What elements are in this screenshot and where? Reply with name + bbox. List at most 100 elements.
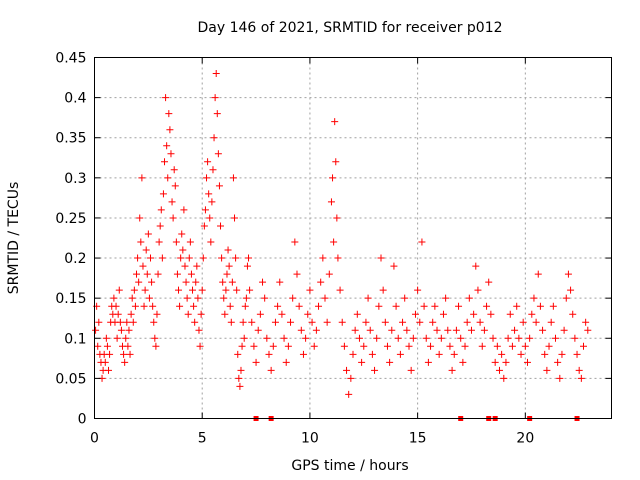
data-point [243, 262, 251, 270]
data-point [502, 358, 510, 366]
data-point [184, 310, 192, 318]
data-point [414, 286, 422, 294]
data-point [141, 286, 149, 294]
x-tick-label: 10 [301, 431, 319, 447]
plot-frame [94, 57, 612, 419]
data-point [170, 166, 178, 174]
data-point [511, 326, 519, 334]
data-point [323, 318, 331, 326]
data-point [291, 238, 299, 246]
data-point [178, 230, 186, 238]
data-point [474, 286, 482, 294]
y-tick-label: 0.15 [55, 291, 86, 307]
data-point [521, 342, 529, 350]
data-point [204, 158, 212, 166]
data-point [220, 294, 228, 302]
data-point [214, 150, 222, 158]
data-point [310, 342, 318, 350]
data-point [171, 182, 179, 190]
data-point [332, 158, 340, 166]
data-point [280, 334, 288, 342]
data-point [236, 382, 244, 390]
data-point [210, 134, 218, 142]
data-point [206, 214, 214, 222]
data-point [564, 270, 572, 278]
data-point [115, 286, 123, 294]
data-point [265, 350, 273, 358]
data-point [308, 318, 316, 326]
data-point [312, 326, 320, 334]
data-point [282, 358, 290, 366]
data-point [207, 238, 215, 246]
data-point [409, 334, 417, 342]
data-point [388, 326, 396, 334]
data-point [233, 286, 241, 294]
data-point [151, 334, 159, 342]
data-point [429, 318, 437, 326]
data-point [121, 358, 129, 366]
data-point [128, 294, 136, 302]
data-point [269, 342, 277, 350]
data-point [558, 350, 566, 358]
data-point [248, 318, 256, 326]
data-point [340, 342, 348, 350]
data-point [222, 286, 230, 294]
data-point [168, 198, 176, 206]
data-point [175, 286, 183, 294]
data-point [154, 270, 162, 278]
data-point [124, 342, 132, 350]
data-point [433, 326, 441, 334]
data-point [452, 326, 460, 334]
data-point [364, 294, 372, 302]
data-point [181, 262, 189, 270]
data-point [306, 286, 314, 294]
data-point [390, 262, 398, 270]
data-point [263, 334, 271, 342]
data-point [476, 318, 484, 326]
data-point [101, 358, 109, 366]
data-point [347, 374, 355, 382]
data-point [562, 294, 570, 302]
data-point [506, 310, 514, 318]
data-point [353, 310, 361, 318]
data-point [579, 342, 587, 350]
data-point [368, 350, 376, 358]
data-point [319, 254, 327, 262]
data-point [517, 350, 525, 358]
data-point [478, 342, 486, 350]
data-point [190, 302, 198, 310]
data-point [554, 358, 562, 366]
data-point [250, 342, 258, 350]
data-point [185, 254, 193, 262]
data-point [127, 310, 135, 318]
data-point [172, 238, 180, 246]
data-point [420, 302, 428, 310]
data-point [147, 254, 155, 262]
data-point [120, 350, 128, 358]
data-point [129, 318, 137, 326]
data-point [126, 350, 134, 358]
data-point [219, 278, 227, 286]
data-point [166, 126, 174, 134]
data-point [239, 318, 247, 326]
data-point [201, 206, 209, 214]
data-point [194, 294, 202, 302]
data-point [327, 198, 335, 206]
data-point [133, 270, 141, 278]
data-point [567, 286, 575, 294]
data-point [110, 294, 118, 302]
data-point [229, 174, 237, 182]
data-point [169, 214, 177, 222]
data-point [197, 310, 205, 318]
y-tick-label: 0 [78, 412, 87, 428]
data-point [411, 310, 419, 318]
data-point [232, 254, 240, 262]
data-point [143, 270, 151, 278]
data-point [267, 366, 275, 374]
data-point [371, 366, 379, 374]
data-point [278, 310, 286, 318]
data-point [304, 310, 312, 318]
data-point [94, 342, 102, 350]
data-point [167, 150, 175, 158]
